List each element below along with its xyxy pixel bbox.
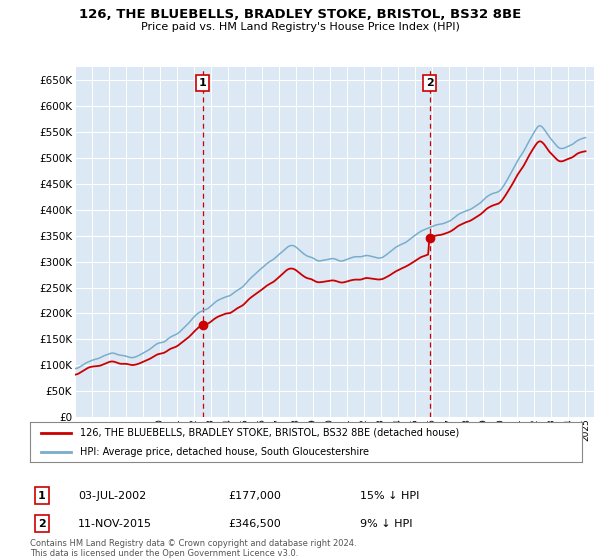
Text: £346,500: £346,500 bbox=[228, 519, 281, 529]
Text: 2: 2 bbox=[426, 78, 434, 88]
Text: 2: 2 bbox=[38, 519, 46, 529]
Text: HPI: Average price, detached house, South Gloucestershire: HPI: Average price, detached house, Sout… bbox=[80, 446, 368, 456]
Text: 9% ↓ HPI: 9% ↓ HPI bbox=[360, 519, 413, 529]
Text: 15% ↓ HPI: 15% ↓ HPI bbox=[360, 491, 419, 501]
Text: 1: 1 bbox=[199, 78, 206, 88]
Text: This data is licensed under the Open Government Licence v3.0.: This data is licensed under the Open Gov… bbox=[30, 549, 298, 558]
Text: Price paid vs. HM Land Registry's House Price Index (HPI): Price paid vs. HM Land Registry's House … bbox=[140, 22, 460, 32]
Text: 03-JUL-2002: 03-JUL-2002 bbox=[78, 491, 146, 501]
Text: Contains HM Land Registry data © Crown copyright and database right 2024.: Contains HM Land Registry data © Crown c… bbox=[30, 539, 356, 548]
Text: 126, THE BLUEBELLS, BRADLEY STOKE, BRISTOL, BS32 8BE: 126, THE BLUEBELLS, BRADLEY STOKE, BRIST… bbox=[79, 8, 521, 21]
Text: 1: 1 bbox=[38, 491, 46, 501]
Text: £177,000: £177,000 bbox=[228, 491, 281, 501]
Text: 126, THE BLUEBELLS, BRADLEY STOKE, BRISTOL, BS32 8BE (detached house): 126, THE BLUEBELLS, BRADLEY STOKE, BRIST… bbox=[80, 428, 459, 438]
Text: 11-NOV-2015: 11-NOV-2015 bbox=[78, 519, 152, 529]
